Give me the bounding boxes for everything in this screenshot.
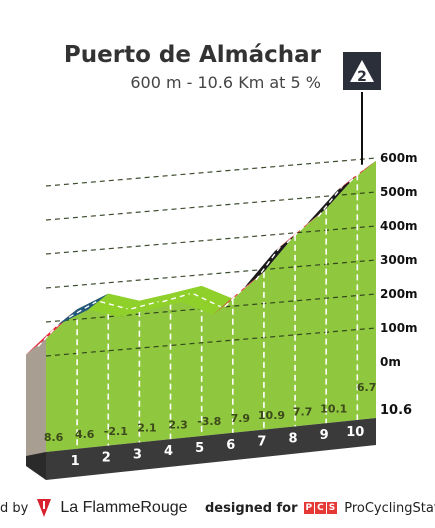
gridline <box>45 327 377 357</box>
category-badge-label: 2 <box>357 69 367 85</box>
km-tick-label: 3 <box>133 447 142 462</box>
distance-end-label: 10.6 <box>380 403 412 418</box>
road-segment <box>150 285 202 310</box>
pcs-letter-p: P <box>303 502 315 514</box>
km-tick-label: 7 <box>257 435 266 450</box>
y-tick-label: 600m <box>380 151 418 165</box>
flamme-rouge-logo-icon <box>37 499 52 517</box>
road-centre-line <box>317 181 346 218</box>
y-tick-label: 500m <box>380 185 418 199</box>
climb-summary: 600 m - 10.6 Km at 5 % <box>130 73 321 92</box>
segment-gradient-label: 4.6 <box>75 428 95 441</box>
page-title: Puerto de Almáchar <box>63 42 321 68</box>
pcs-letter-s: S <box>326 502 338 514</box>
y-tick-label: 100m <box>380 321 418 335</box>
pcs-brand: ProCyclingStats <box>344 500 435 516</box>
footer-credit-right: designed for P C S ProCyclingStats <box>205 497 435 519</box>
y-tick-label: 200m <box>380 287 418 301</box>
profile-base-strip <box>46 418 376 480</box>
km-tick-label: 6 <box>226 438 235 453</box>
pcs-letter-c: C <box>315 502 326 514</box>
segment-gradient-label: 10.1 <box>320 402 347 415</box>
footer-right-prefix: designed for <box>205 500 298 516</box>
segment-gradient-label: 10.9 <box>258 409 285 422</box>
segment-gradient-label: -2.1 <box>104 425 128 438</box>
km-tick-label: 5 <box>195 441 204 456</box>
gridline <box>45 157 377 187</box>
road-centre-line <box>131 300 159 310</box>
km-tick-label: 1 <box>71 454 80 469</box>
km-tick-label: 8 <box>289 431 298 446</box>
km-tick-label: 10 <box>346 425 364 440</box>
road-segment <box>119 293 171 317</box>
gridline <box>45 225 377 255</box>
segment-gradient-label: 2.3 <box>168 418 188 431</box>
gridline <box>45 191 377 221</box>
road-centre-line <box>37 316 66 348</box>
km-tick-label: 4 <box>164 444 173 459</box>
y-tick-label: 0m <box>380 355 401 369</box>
y-tick-label: 400m <box>380 219 418 233</box>
km-tick-label: 9 <box>320 428 329 443</box>
gridline <box>45 259 377 289</box>
km-tick-label: 2 <box>102 451 111 466</box>
pcs-logo-icon: P C S <box>303 502 339 514</box>
segment-gradient-label: 8.6 <box>44 431 64 444</box>
road-centre-line <box>348 168 365 183</box>
mountain-category-icon <box>350 60 374 82</box>
profile-base-side <box>26 452 46 480</box>
road-segment <box>88 293 140 317</box>
profile-side-face <box>26 338 46 480</box>
road-centre-line <box>162 293 190 303</box>
footer-left-prefix: d by <box>0 500 29 516</box>
segment-gradient-label: 7.7 <box>293 406 313 419</box>
segment-gradient-label: -3.8 <box>197 415 221 428</box>
flamme-rouge-brand: La FlammeRouge <box>60 499 188 516</box>
segment-gradient-label: 7.9 <box>231 412 251 425</box>
road-centre-line <box>255 242 284 281</box>
y-tick-label: 300m <box>380 253 418 267</box>
segment-gradient-label: 6.7 <box>357 381 377 394</box>
road-centre-line <box>100 300 128 310</box>
segment-gradient-label: 2.1 <box>137 422 157 435</box>
road-segment <box>181 285 233 315</box>
footer-credit-left: d by La FlammeRouge <box>0 497 188 519</box>
